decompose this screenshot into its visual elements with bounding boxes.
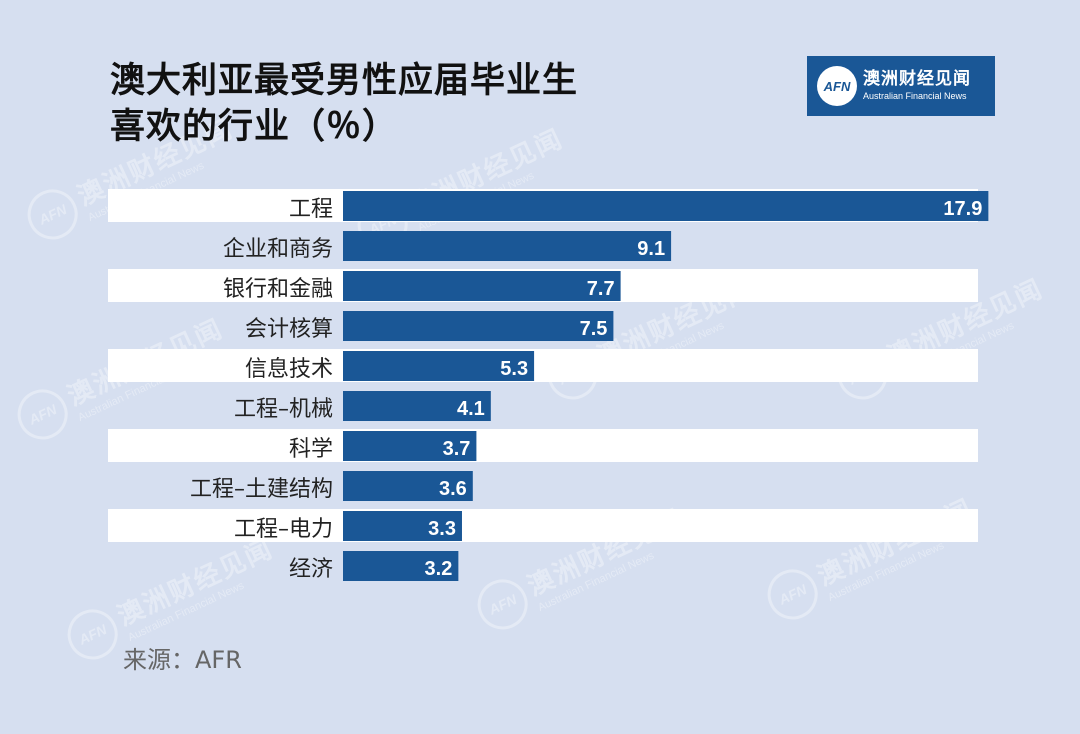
row-stripe (108, 349, 978, 382)
row-stripe (108, 429, 978, 462)
bar (343, 551, 459, 581)
category-label: 工程–电力 (234, 517, 333, 542)
bar (343, 271, 621, 301)
bar (343, 431, 477, 461)
source-note: 来源：AFR (123, 646, 242, 674)
value-label: 3.2 (425, 558, 453, 580)
value-label: 3.7 (443, 438, 471, 460)
chart-title: 澳大利亚最受男性应届毕业生 喜欢的行业（％） (110, 58, 578, 150)
bar (343, 471, 473, 501)
value-label: 4.1 (457, 398, 485, 420)
chart-title-line1: 澳大利亚最受男性应届毕业生 (110, 61, 579, 101)
value-label: 7.7 (587, 278, 615, 300)
category-label: 会计核算 (245, 317, 333, 342)
category-label: 经济 (289, 557, 333, 582)
category-label: 工程–土建结构 (190, 477, 333, 502)
value-label: 7.5 (580, 318, 608, 340)
category-label: 科学 (289, 437, 333, 462)
value-label: 5.3 (500, 358, 528, 380)
value-label: 17.9 (943, 198, 982, 220)
value-label: 9.1 (637, 238, 665, 260)
logo-chinese-name: 澳洲财经见闻 (863, 69, 971, 89)
bar (343, 231, 672, 261)
bar (343, 511, 462, 541)
bar (343, 351, 535, 381)
bar (343, 191, 989, 221)
afn-logo: AFN 澳洲财经见闻 Australian Financial News (807, 56, 995, 116)
category-label: 企业和商务 (223, 237, 333, 262)
category-label: 工程 (289, 197, 333, 222)
category-label: 工程–机械 (234, 397, 333, 422)
value-label: 3.3 (428, 518, 456, 540)
category-label: 信息技术 (245, 357, 333, 382)
value-label: 3.6 (439, 478, 467, 500)
bar (343, 311, 614, 341)
bar (343, 391, 491, 421)
logo-english-name: Australian Financial News (863, 91, 967, 101)
category-label: 银行和金融 (223, 277, 333, 302)
row-stripe (108, 509, 978, 542)
chart-title-line2: 喜欢的行业（％） (110, 107, 399, 147)
afn-logo-icon: AFN (817, 66, 857, 106)
